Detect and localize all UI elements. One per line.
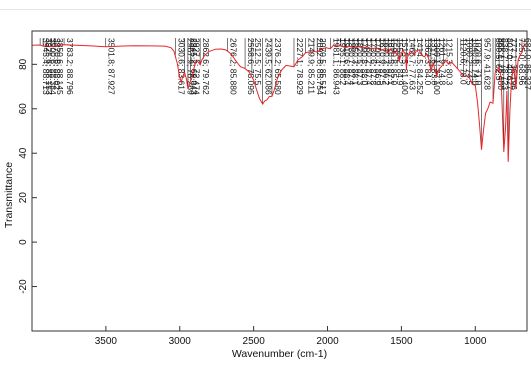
peak-annotation-label: 1981.1; 86.943 — [331, 38, 341, 95]
y-tick-label: 80 — [18, 58, 29, 70]
peak-annotation-label: 957.9; 41.628 — [483, 38, 493, 90]
x-tick-label: 3500 — [95, 336, 118, 347]
peak-annotation-label: 1820.5; 87.3 — [355, 38, 365, 86]
peak-annotation-label: 2512.5; 75.5 — [253, 38, 263, 86]
peak-annotation-label: 2227.1; 78.929 — [295, 38, 305, 95]
x-tick-label: 1500 — [390, 336, 413, 347]
peak-annotation-label: 807.0; 40.627 — [505, 38, 515, 90]
peak-annotation-label: 3501.8; 87.927 — [107, 38, 117, 95]
peak-annotation-label: 3870.6; 88.02 — [52, 38, 62, 90]
x-axis-label: Wavenumber (cm-1) — [232, 348, 327, 360]
x-tick-label: 2500 — [243, 336, 266, 347]
y-tick-label: 60 — [18, 103, 29, 115]
peak-annotation-label: 2862.6; 79.762 — [201, 38, 211, 95]
peak-annotation-label: 2927.5; 72.474 — [192, 38, 202, 95]
peak-annotation-label: 3850.6; 88.145 — [55, 38, 65, 95]
peak-annotation-label: 1317.6; 83.0 — [429, 38, 439, 86]
plot-area-frame — [31, 30, 528, 332]
peak-annotation-label: 2558.6; 78.095 — [246, 38, 256, 95]
peak-annotation-label: 1515.5; 81.400 — [400, 38, 410, 95]
peak-annotation-label: 2092.6; 85.754 — [315, 38, 325, 95]
peak-annotation-label: 1880.7; 87.4 — [346, 38, 356, 86]
x-axis-ticks: 3500 3000 2500 2000 1500 1000 — [95, 326, 487, 347]
peak-annotation-label: 1760.2; 87.4 — [364, 38, 374, 86]
peak-annotation-label: 1790.8; 88.0 — [360, 38, 370, 86]
y-tick-label: 20 — [18, 192, 29, 204]
peak-annotation-label: 2439.5; 62.086 — [264, 38, 274, 95]
peak-annotation-label: 3900.6; 88.384 — [48, 38, 58, 95]
y-tick-label: 0 — [18, 239, 29, 245]
y-axis-label: Transmittance — [3, 162, 15, 228]
top-divider — [0, 0, 531, 10]
peak-annotation-label: 3030.6; 83.617 — [176, 38, 186, 95]
peak-annotation-label: 1700.4; 86.9 — [373, 38, 383, 86]
peak-annotation-label: 777.1; 36.196 — [509, 38, 519, 90]
peak-annotation-label: 1020.6; 71.0 — [473, 38, 483, 86]
peak-annotation-label: 1610.5; 87.1 — [386, 38, 396, 86]
y-tick-label: 40 — [18, 147, 29, 159]
peak-annotation-label: 2070.5; 85.517 — [318, 38, 328, 95]
peak-annotation-label: 2945.2; 69.043 — [189, 38, 199, 95]
peak-annotation-label: 1640.3; 86.2 — [382, 38, 392, 86]
peak-annotation-label: 2149.9; 85.211 — [307, 38, 317, 94]
peak-annotation-label: 3783.2; 88.796 — [65, 38, 75, 95]
peak-annotation-label: 2376.2; 65.580 — [273, 38, 283, 95]
peak-annotation-label: 1850.3; 88.1 — [351, 38, 361, 86]
peak-annotation-label: 1215.3; 80.3 — [445, 38, 455, 86]
peak-annotation-label: 1590.8; 85.0 — [389, 38, 399, 86]
spectrum-line — [31, 42, 528, 162]
peak-annotation-label: 1910.6; 88.4 — [342, 38, 352, 86]
y-axis-ticks: 80 60 40 20 0 -20 — [18, 58, 37, 294]
peak-annotation-label: 1414.5; 84.252 — [415, 38, 425, 95]
x-tick-label: 1000 — [464, 336, 487, 347]
peak-annotation-label: 1670.9; 87.5 — [377, 38, 387, 86]
peak-annotation-label: 1040.6; 74.0 — [470, 38, 480, 86]
peak-annotation-label: 725.0; 68.96 — [517, 38, 527, 86]
peak-annotation-label: 3945.4; 88.713 — [41, 38, 51, 95]
peak-annotation-label: 1730.6; 87.8 — [368, 38, 378, 86]
peak-annotation-label: 865.1; 76.480 — [496, 38, 506, 90]
peak-annotation-label: 1466.7; 77.63 — [407, 38, 417, 90]
peak-annotation-label: 2676.2; 85.880 — [229, 38, 239, 95]
peak-annotation-label: 1935.1; 88.2 — [338, 38, 348, 86]
peak-annotation-label: 3925.6; 88.153 — [44, 38, 54, 95]
y-tick-label: -20 — [18, 279, 29, 294]
peak-annotation-label: 1261.9; 74.8 — [438, 38, 448, 86]
x-tick-label: 2000 — [316, 336, 339, 347]
x-tick-label: 3000 — [169, 336, 192, 347]
peak-annotation-label: 838.7; 78.723 — [500, 38, 510, 90]
peak-annotation-label: 1550.2; 84.9 — [395, 38, 405, 86]
peak-annotation-label: 1362.3; 84.0 — [423, 38, 433, 86]
